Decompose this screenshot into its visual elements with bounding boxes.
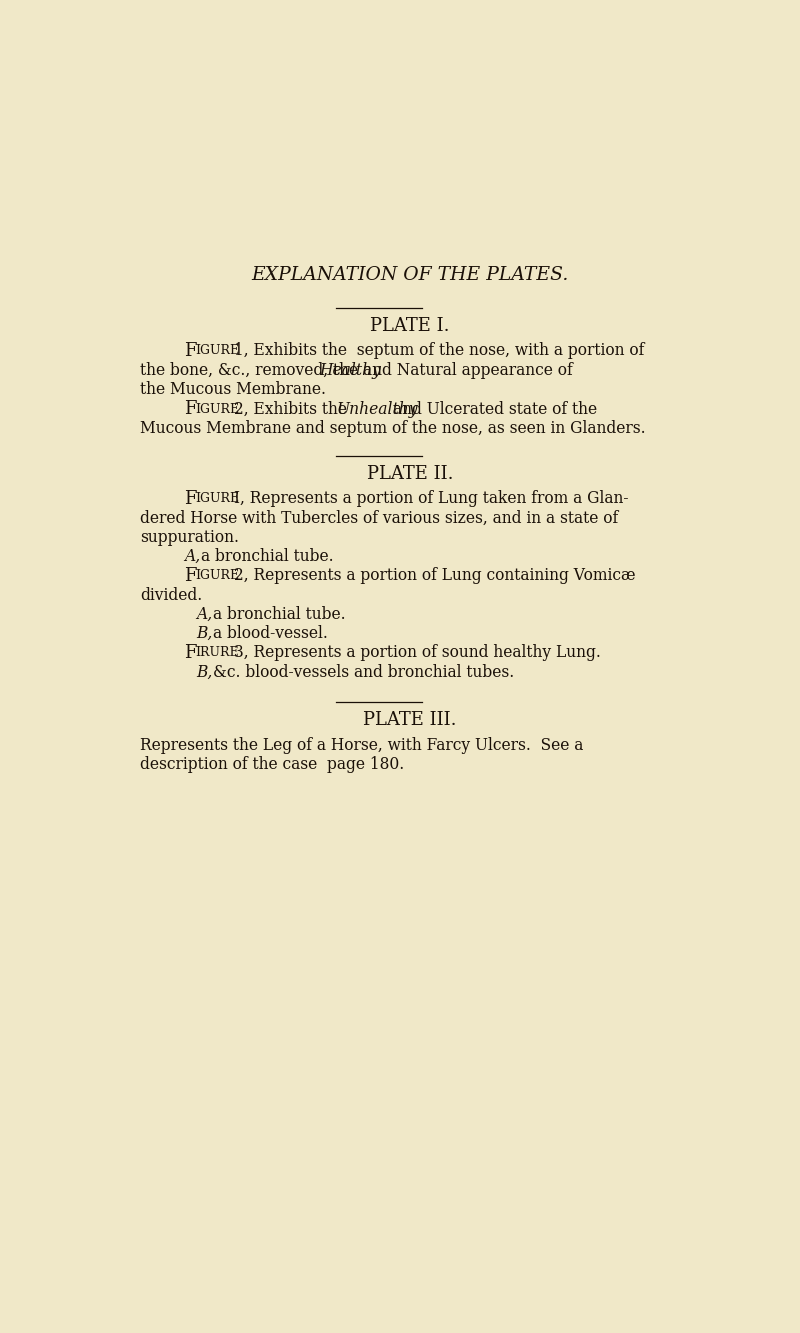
Text: IGURE: IGURE [195, 492, 239, 505]
Text: a bronchial tube.: a bronchial tube. [214, 607, 346, 623]
Text: Healthy: Healthy [319, 361, 381, 379]
Text: F: F [184, 400, 196, 419]
Text: a blood-vessel.: a blood-vessel. [214, 625, 328, 641]
Text: F: F [184, 341, 196, 360]
Text: B,: B, [196, 625, 212, 641]
Text: IGURE: IGURE [195, 569, 239, 583]
Text: PLATE II.: PLATE II. [366, 465, 454, 483]
Text: Mucous Membrane and septum of the nose, as seen in Glanders.: Mucous Membrane and septum of the nose, … [140, 420, 646, 437]
Text: and Ulcerated state of the: and Ulcerated state of the [394, 401, 598, 417]
Text: I, Represents a portion of Lung taken from a Glan-: I, Represents a portion of Lung taken fr… [234, 491, 629, 507]
Text: IRURE: IRURE [195, 647, 238, 659]
Text: F: F [184, 489, 196, 508]
Text: Represents the Leg of a Horse, with Farcy Ulcers.  See a: Represents the Leg of a Horse, with Farc… [140, 737, 584, 753]
Text: the bone, &c., removed, the: the bone, &c., removed, the [140, 361, 363, 379]
Text: 2, Exhibits the: 2, Exhibits the [234, 401, 352, 417]
Text: Unhealthy: Unhealthy [336, 401, 418, 417]
Text: PLATE I.: PLATE I. [370, 317, 450, 335]
Text: a bronchial tube.: a bronchial tube. [201, 548, 334, 565]
Text: EXPLANATION OF THE PLATES.: EXPLANATION OF THE PLATES. [251, 265, 569, 284]
Text: divided.: divided. [140, 587, 202, 604]
Text: IGURE: IGURE [195, 344, 239, 357]
Text: 3, Represents a portion of sound healthy Lung.: 3, Represents a portion of sound healthy… [234, 644, 601, 661]
Text: dered Horse with Tubercles of various sizes, and in a state of: dered Horse with Tubercles of various si… [140, 509, 618, 527]
Text: 2, Represents a portion of Lung containing Vomicæ: 2, Represents a portion of Lung containi… [234, 567, 635, 584]
Text: the Mucous Membrane.: the Mucous Membrane. [140, 381, 326, 399]
Text: description of the case  page 180.: description of the case page 180. [140, 756, 405, 773]
Text: and Natural appearance of: and Natural appearance of [363, 361, 573, 379]
Text: suppuration.: suppuration. [140, 529, 239, 547]
Text: IGURE: IGURE [195, 403, 239, 416]
Text: B,: B, [196, 664, 212, 681]
Text: F: F [184, 567, 196, 585]
Text: A,: A, [196, 607, 212, 623]
Text: PLATE III.: PLATE III. [363, 712, 457, 729]
Text: A,: A, [184, 548, 200, 565]
Text: F: F [184, 644, 196, 661]
Text: &c. blood-vessels and bronchial tubes.: &c. blood-vessels and bronchial tubes. [214, 664, 514, 681]
Text: 1, Exhibits the  septum of the nose, with a portion of: 1, Exhibits the septum of the nose, with… [234, 343, 644, 360]
